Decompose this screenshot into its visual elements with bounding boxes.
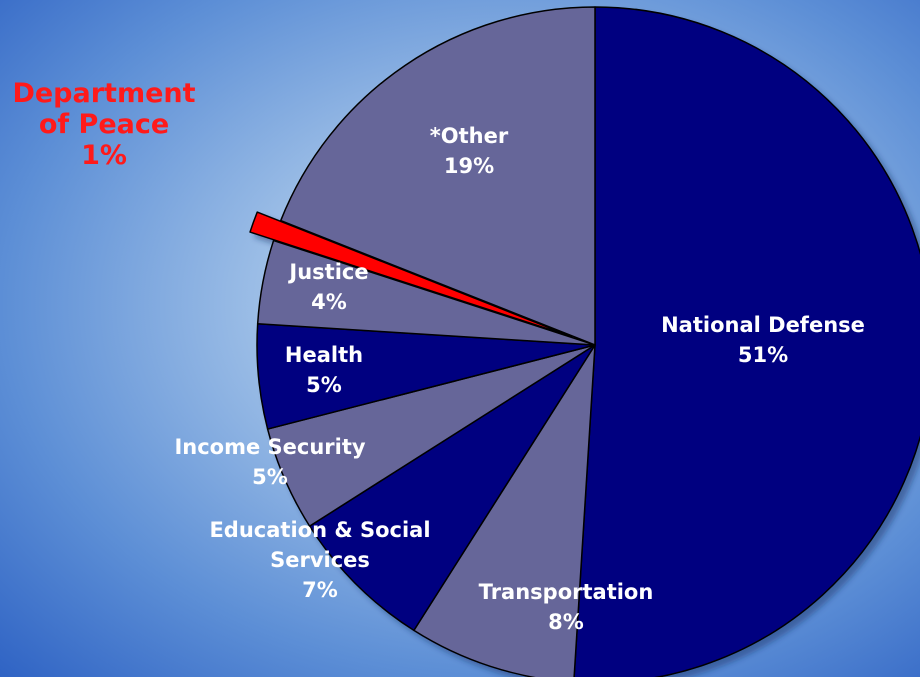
slice-percent-label: 4% [311,290,347,314]
slice-name-label: Health [285,343,363,367]
slice-name-label: of Peace [39,109,169,140]
label-national-defense: National Defense 51% [661,313,865,367]
pie-slices [249,6,920,677]
slice-percent-label: 7% [302,578,338,602]
label-transportation: Transportation 8% [479,580,654,634]
slice-name-label: Justice [287,260,368,284]
slice-percent-label: 51% [738,343,788,367]
label-education-social-services: Education & Social Services 7% [209,518,430,602]
slice-name-label: *Other [430,124,509,148]
pie-labels: National Defense 51% Transportation 8% Educa… [12,78,864,634]
label-income-security: Income Security 5% [174,435,365,489]
slice-education-social-services [308,344,596,632]
slice-other [279,6,596,346]
slice-name-label: Department [12,78,195,109]
slice-percent-label: 5% [306,373,342,397]
slice-percent-label: 1% [81,140,127,171]
slice-name-label: Income Security [174,435,365,459]
label-health: Health 5% [285,343,363,397]
slice-name-label: Education & Social [209,518,430,542]
label-justice: Justice 4% [287,260,368,314]
label-department-of-peace: Department of Peace 1% [12,78,195,171]
slice-percent-label: 8% [548,610,584,634]
slice-transportation [413,344,596,677]
slice-name-label: Transportation [479,580,654,604]
slice-percent-label: 19% [444,154,494,178]
slice-name-label: Services [270,548,370,572]
slice-department-of-peace [249,211,573,338]
slice-justice [256,239,596,346]
label-other: *Other 19% [430,124,509,178]
slice-percent-label: 5% [252,465,288,489]
slice-national-defense [573,6,920,677]
slice-name-label: National Defense [661,313,865,337]
